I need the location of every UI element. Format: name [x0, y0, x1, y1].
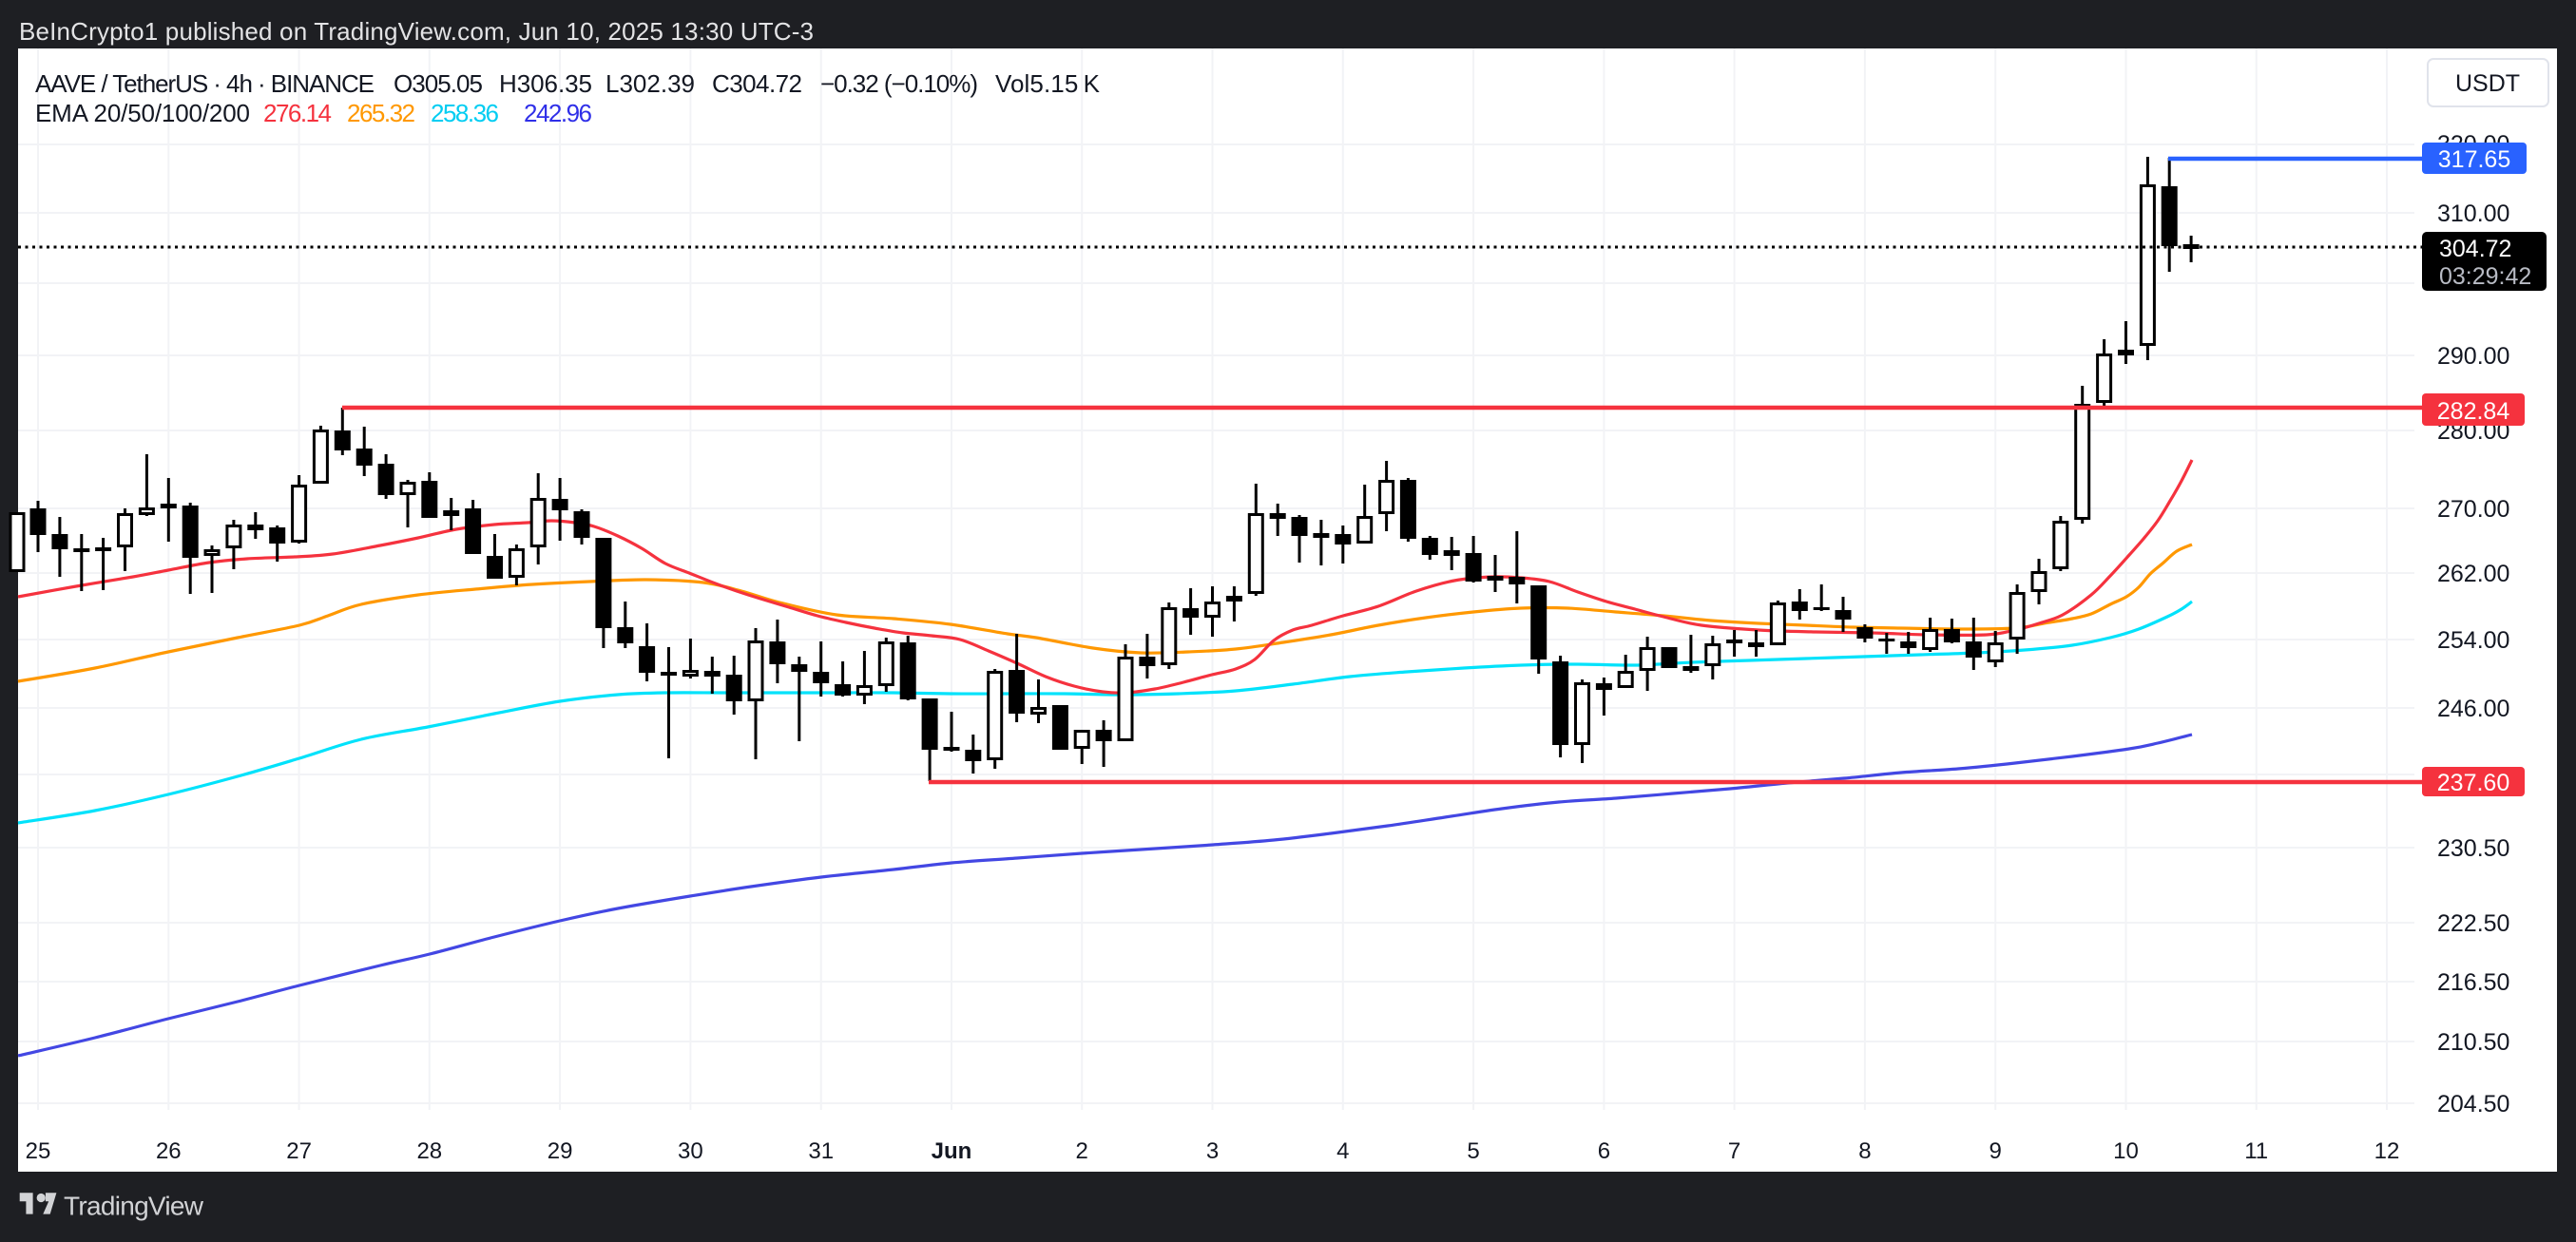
svg-text:29: 29: [548, 1138, 573, 1164]
svg-text:216.50: 216.50: [2437, 969, 2509, 996]
svg-text:BeInCrypto1 published on Tradi: BeInCrypto1 published on TradingView.com…: [19, 17, 814, 46]
svg-text:242.96: 242.96: [524, 99, 592, 127]
svg-text:TradingView: TradingView: [64, 1192, 204, 1221]
svg-text:27: 27: [286, 1138, 312, 1164]
svg-text:204.50: 204.50: [2437, 1091, 2509, 1118]
svg-text:8: 8: [1858, 1138, 1871, 1164]
svg-text:C304.72: C304.72: [712, 69, 802, 98]
svg-text:11: 11: [2244, 1138, 2268, 1164]
svg-text:30: 30: [678, 1138, 703, 1164]
svg-text:L302.39: L302.39: [606, 69, 695, 98]
svg-text:5: 5: [1467, 1138, 1479, 1164]
svg-text:246.00: 246.00: [2437, 696, 2509, 722]
svg-text:310.00: 310.00: [2437, 201, 2509, 227]
svg-text:10: 10: [2113, 1138, 2139, 1164]
svg-text:317.65: 317.65: [2438, 146, 2510, 173]
svg-text:28: 28: [416, 1138, 442, 1164]
svg-text:258.36: 258.36: [431, 99, 499, 127]
svg-text:AAVE / TetherUS · 4h · BINANCE: AAVE / TetherUS · 4h · BINANCE: [35, 69, 375, 98]
svg-text:270.00: 270.00: [2437, 496, 2509, 523]
svg-text:USDT: USDT: [2455, 70, 2520, 97]
svg-text:2: 2: [1076, 1138, 1088, 1164]
svg-text:222.50: 222.50: [2437, 910, 2509, 937]
svg-text:6: 6: [1598, 1138, 1610, 1164]
svg-text:12: 12: [2374, 1138, 2400, 1164]
svg-text:282.84: 282.84: [2437, 398, 2510, 425]
svg-text:−0.32 (−0.10%): −0.32 (−0.10%): [820, 69, 978, 98]
svg-text:230.50: 230.50: [2437, 835, 2509, 862]
svg-text:31: 31: [808, 1138, 834, 1164]
svg-text:Jun: Jun: [932, 1138, 972, 1164]
svg-text:25: 25: [26, 1138, 51, 1164]
svg-text:290.00: 290.00: [2437, 343, 2509, 370]
svg-text:265.32: 265.32: [347, 99, 415, 127]
svg-text:Vol5.15 K: Vol5.15 K: [995, 69, 1101, 98]
svg-text:O305.05: O305.05: [394, 69, 483, 98]
svg-text:4: 4: [1336, 1138, 1349, 1164]
svg-text:EMA 20/50/100/200: EMA 20/50/100/200: [35, 99, 250, 127]
svg-text:254.00: 254.00: [2437, 627, 2509, 654]
svg-text:9: 9: [1990, 1138, 2002, 1164]
svg-text:H306.35: H306.35: [499, 69, 592, 98]
svg-text:03:29:42: 03:29:42: [2439, 263, 2531, 290]
svg-text:262.00: 262.00: [2437, 561, 2509, 587]
svg-text:304.72: 304.72: [2439, 236, 2511, 262]
svg-text:7: 7: [1728, 1138, 1740, 1164]
svg-text:210.50: 210.50: [2437, 1029, 2509, 1056]
svg-text:3: 3: [1206, 1138, 1219, 1164]
svg-text:26: 26: [156, 1138, 182, 1164]
svg-text:237.60: 237.60: [2437, 770, 2509, 796]
svg-text:276.14: 276.14: [263, 99, 332, 127]
